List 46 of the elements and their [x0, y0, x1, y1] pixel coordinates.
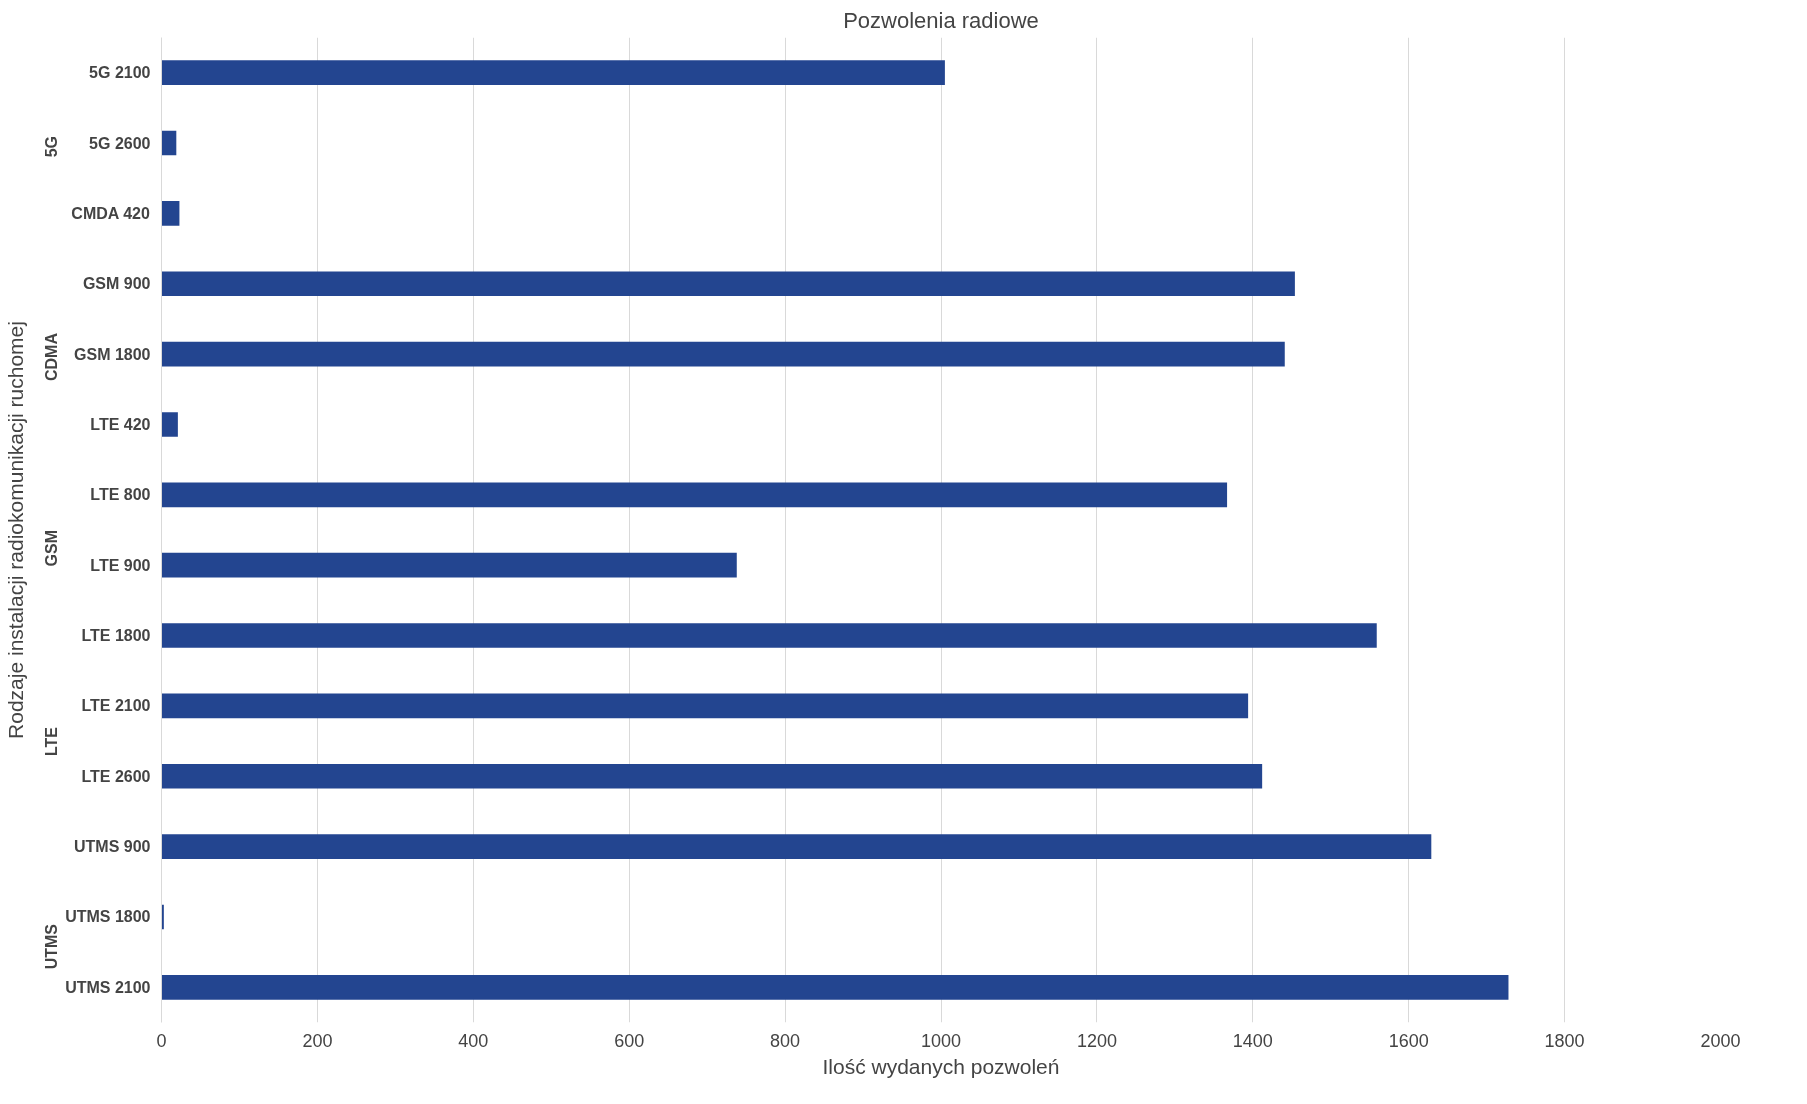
x-tick-label: 1200 — [1076, 1030, 1117, 1051]
text: LTE — [43, 726, 60, 757]
x-axis-title: Ilość wydanych pozwoleń — [822, 1054, 1060, 1078]
y-tick-label: CMDA 420 — [71, 204, 151, 222]
bar — [161, 975, 1509, 1000]
y-tick-label: UTMS 1800 — [65, 908, 151, 926]
text: UTMS — [43, 923, 60, 970]
bar — [161, 201, 180, 226]
bar — [161, 693, 1249, 719]
x-tick-label: 1600 — [1388, 1030, 1429, 1051]
text: CDMA — [43, 332, 60, 381]
x-tick-label: 600 — [614, 1030, 645, 1051]
bar — [161, 834, 1432, 859]
y-tick-label: UTMS 900 — [74, 838, 151, 856]
bar — [161, 763, 1263, 789]
bar — [161, 552, 737, 578]
x-tick-label: 2000 — [1700, 1030, 1741, 1051]
y-tick-label: LTE 900 — [90, 556, 151, 574]
y-tick-label: 5G 2100 — [89, 64, 151, 82]
bar — [161, 341, 1285, 367]
bar — [161, 482, 1228, 508]
text: 5G — [43, 136, 60, 158]
bar — [161, 130, 177, 156]
y-tick-label: GSM 900 — [82, 275, 151, 293]
x-tick-label: 1000 — [920, 1030, 962, 1051]
bar — [161, 60, 945, 85]
y-tick-label: LTE 800 — [90, 486, 151, 504]
y-tick-label: GSM 1800 — [74, 345, 151, 363]
bar — [161, 623, 1377, 648]
y-tick-label: UTMS 2100 — [65, 978, 151, 996]
bar — [161, 412, 178, 437]
bar — [161, 271, 1295, 297]
y-tick-label: LTE 2100 — [81, 697, 151, 715]
x-tick-label: 200 — [302, 1030, 333, 1051]
y-tick-label: LTE 2600 — [81, 767, 151, 785]
y-tick-label: 5G 2600 — [89, 134, 151, 152]
x-tick-label: 800 — [770, 1030, 801, 1051]
y-axis-title: Rodzaje instalacji radiokomunikacji ruchomej — [3, 321, 27, 739]
x-tick-label: 1400 — [1232, 1030, 1273, 1051]
y-tick-label: LTE 420 — [90, 415, 151, 433]
x-tick-label: 1800 — [1544, 1030, 1585, 1051]
chart-title: Pozwolenia radiowe — [843, 7, 1039, 33]
x-tick-label: 0 — [156, 1030, 167, 1051]
y-tick-label: LTE 1800 — [81, 627, 151, 645]
x-tick-label: 400 — [458, 1030, 489, 1051]
text: GSM — [43, 529, 60, 567]
